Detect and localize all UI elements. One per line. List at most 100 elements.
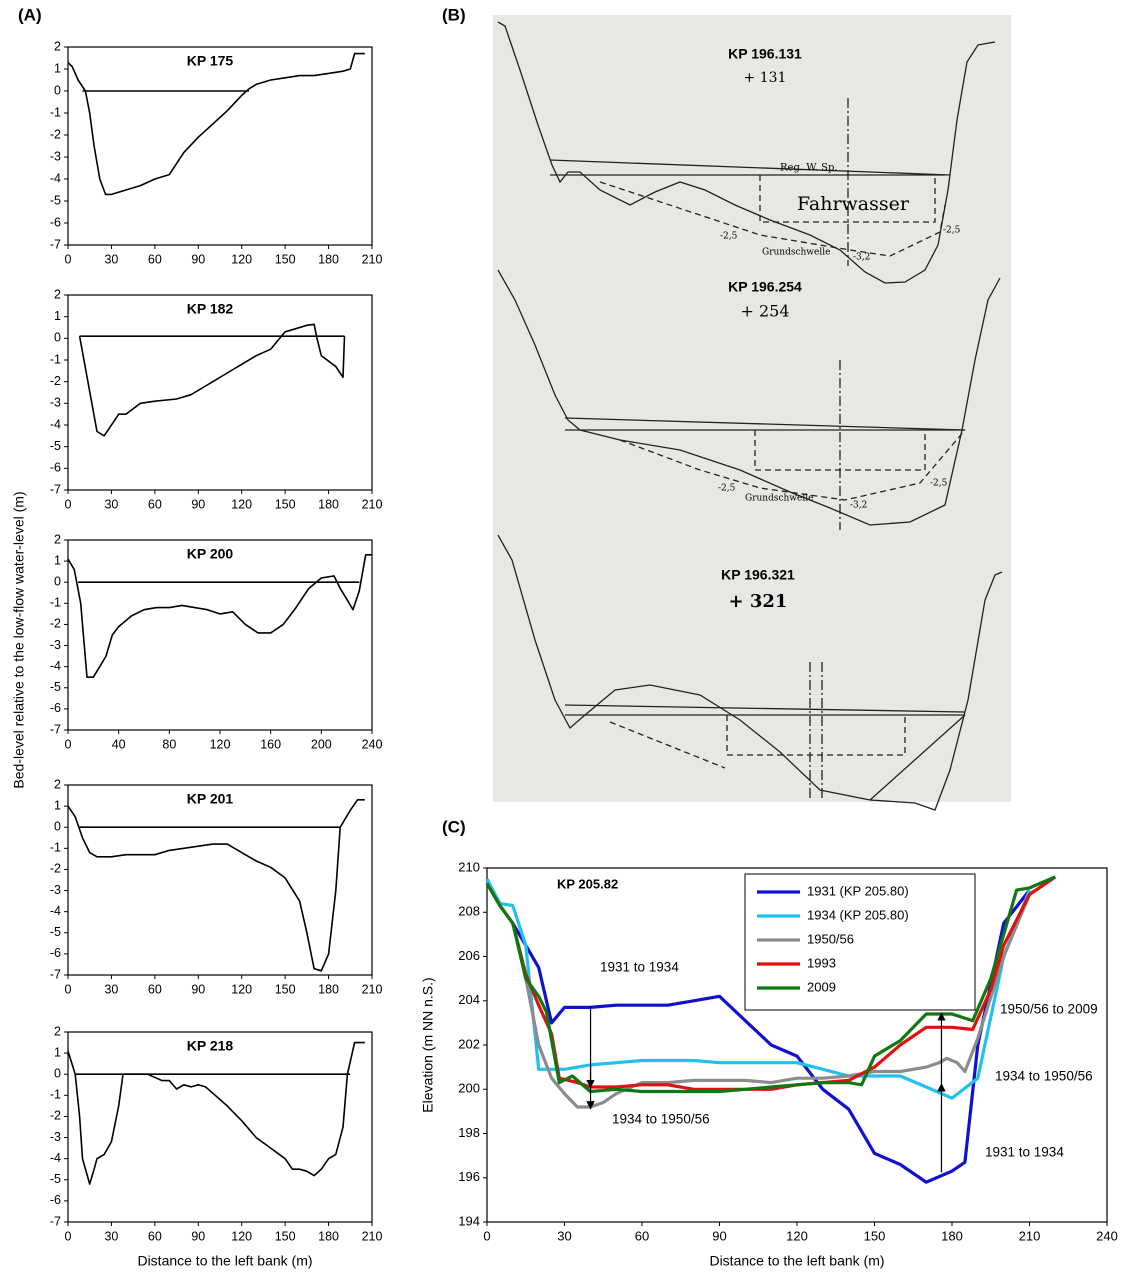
- y-tick-label: -5: [50, 439, 61, 453]
- x-tick-label: 180: [318, 1229, 339, 1243]
- y-tick-label: -6: [50, 1193, 61, 1207]
- x-tick-label: 210: [362, 497, 383, 511]
- y-tick-label: 1: [54, 1045, 61, 1059]
- drawing-note: Grundschwelle: [762, 248, 830, 258]
- x-tick-label: 80: [162, 737, 176, 751]
- x-tick-label: 60: [148, 982, 162, 996]
- chart-title: KP 175: [187, 53, 234, 69]
- chart-title: KP 218: [187, 1038, 234, 1054]
- y-tick-label: -2: [50, 374, 61, 388]
- section-subtitle: + 254: [740, 302, 789, 321]
- x-tick-label: 60: [148, 1229, 162, 1243]
- y-tick-label: -5: [50, 1172, 61, 1186]
- x-tick-label: 150: [275, 982, 296, 996]
- data-line: [68, 54, 365, 195]
- x-tick-label: 150: [864, 1228, 886, 1243]
- drawing-note: Grundschwelle: [745, 494, 813, 504]
- plot-frame: [68, 47, 372, 245]
- y-axis-label: Elevation (m NN n.S.): [420, 977, 436, 1112]
- y-tick-label: -3: [50, 638, 61, 652]
- figure-canvas: (A) (B) (C) Bed-level relative to the lo…: [0, 0, 1124, 1277]
- x-tick-label: 180: [941, 1228, 963, 1243]
- y-tick-label: -7: [50, 237, 61, 251]
- y-tick-label: -2: [50, 862, 61, 876]
- y-tick-label: -4: [50, 171, 61, 185]
- x-tick-label: 120: [231, 497, 252, 511]
- x-tick-label: 180: [318, 497, 339, 511]
- y-tick-label: 198: [458, 1125, 480, 1140]
- chart-title: KP 200: [187, 546, 234, 562]
- y-tick-label: 0: [54, 1067, 61, 1081]
- y-tick-label: -4: [50, 659, 61, 673]
- chart-title: KP 201: [187, 791, 234, 807]
- drawing-note: Reg. W. Sp.: [780, 163, 838, 174]
- x-tick-label: 90: [191, 252, 205, 266]
- annotation: 1934 to 1950/56: [612, 1112, 710, 1127]
- x-tick-label: 120: [210, 737, 231, 751]
- x-tick-label: 240: [1096, 1228, 1118, 1243]
- drawing-note: Fahrwasser: [797, 193, 910, 215]
- y-tick-label: -5: [50, 925, 61, 939]
- x-tick-label: 60: [635, 1228, 649, 1243]
- y-tick-label: 2: [54, 1024, 61, 1038]
- legend-label: 1931 (KP 205.80): [807, 883, 909, 898]
- x-tick-label: 60: [148, 252, 162, 266]
- y-tick-label: -1: [50, 596, 61, 610]
- x-tick-label: 0: [65, 1229, 72, 1243]
- y-tick-label: 210: [458, 859, 480, 874]
- plot-frame: [68, 785, 372, 975]
- plot-frame: [68, 295, 372, 490]
- y-tick-label: -7: [50, 482, 61, 496]
- data-line: [68, 800, 365, 971]
- y-tick-label: -1: [50, 841, 61, 855]
- y-tick-label: 1: [54, 798, 61, 812]
- x-tick-label: 200: [311, 737, 332, 751]
- x-tick-label: 60: [148, 497, 162, 511]
- y-tick-label: -3: [50, 149, 61, 163]
- x-tick-label: 90: [712, 1228, 726, 1243]
- y-tick-label: -3: [50, 1130, 61, 1144]
- x-tick-label: 150: [275, 252, 296, 266]
- y-tick-label: -1: [50, 105, 61, 119]
- y-tick-label: 194: [458, 1213, 480, 1228]
- x-axis-label: Distance to the left bank (m): [709, 1253, 884, 1269]
- x-tick-label: 150: [275, 1229, 296, 1243]
- annotation: 1931 to 1934: [985, 1145, 1064, 1160]
- legend-label: 1993: [807, 955, 836, 970]
- y-tick-label: 1: [54, 309, 61, 323]
- x-tick-label: 0: [65, 252, 72, 266]
- y-tick-label: -4: [50, 417, 61, 431]
- drawing-note: -2,5: [930, 479, 948, 489]
- legend-label: 2009: [807, 979, 836, 994]
- y-tick-label: 1: [54, 553, 61, 567]
- drawing-note: -3,2: [850, 501, 867, 511]
- y-tick-label: -5: [50, 193, 61, 207]
- x-tick-label: 120: [786, 1228, 808, 1243]
- x-tick-label: 30: [104, 1229, 118, 1243]
- y-tick-label: -1: [50, 352, 61, 366]
- data-line: [68, 555, 372, 677]
- x-tick-label: 30: [557, 1228, 571, 1243]
- chart-title: KP 182: [187, 301, 234, 317]
- x-tick-label: 40: [112, 737, 126, 751]
- y-tick-label: 204: [458, 992, 480, 1007]
- y-tick-label: 196: [458, 1169, 480, 1184]
- section-subtitle: + 131: [744, 70, 787, 86]
- x-tick-label: 210: [1019, 1228, 1041, 1243]
- y-tick-label: 202: [458, 1036, 480, 1051]
- y-tick-label: 0: [54, 820, 61, 834]
- historic-drawing: [493, 15, 1011, 810]
- x-tick-label: 90: [191, 497, 205, 511]
- x-tick-label: 180: [318, 982, 339, 996]
- x-tick-label: 120: [231, 982, 252, 996]
- x-tick-label: 30: [104, 497, 118, 511]
- y-tick-label: 206: [458, 948, 480, 963]
- legend-label: 1950/56: [807, 931, 854, 946]
- x-tick-label: 0: [65, 982, 72, 996]
- panel-label: (A): [18, 5, 42, 24]
- y-tick-label: -5: [50, 680, 61, 694]
- x-tick-label: 30: [104, 252, 118, 266]
- y-tick-label: -2: [50, 617, 61, 631]
- y-tick-label: 0: [54, 575, 61, 589]
- section-title: KP 196.254: [728, 279, 802, 295]
